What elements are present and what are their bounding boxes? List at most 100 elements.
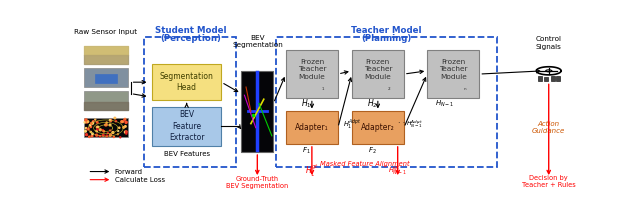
FancyBboxPatch shape — [152, 107, 221, 146]
Point — [120, 125, 131, 128]
Point — [81, 118, 91, 122]
Point — [84, 135, 95, 138]
Point — [121, 130, 131, 133]
FancyBboxPatch shape — [352, 50, 404, 98]
Text: Teacher Model: Teacher Model — [351, 26, 422, 35]
Point — [92, 121, 102, 124]
Point — [93, 125, 103, 128]
Text: Action
Guidance: Action Guidance — [532, 121, 565, 134]
FancyBboxPatch shape — [95, 74, 116, 83]
Point — [120, 130, 131, 134]
FancyBboxPatch shape — [84, 118, 127, 137]
Point — [113, 129, 124, 133]
Text: Raw Sensor Input: Raw Sensor Input — [74, 29, 138, 35]
Point — [98, 129, 108, 132]
Text: Ground-Truth
BEV Segmentation: Ground-Truth BEV Segmentation — [226, 176, 289, 189]
Text: $H_2$: $H_2$ — [367, 98, 377, 110]
Point — [121, 121, 131, 124]
Point — [118, 126, 129, 129]
Point — [106, 119, 116, 122]
Point — [86, 125, 96, 128]
FancyBboxPatch shape — [152, 64, 221, 100]
Point — [111, 119, 121, 123]
Point — [113, 133, 123, 136]
FancyBboxPatch shape — [241, 71, 273, 152]
Point — [88, 132, 98, 135]
FancyBboxPatch shape — [544, 77, 548, 81]
Point — [119, 119, 129, 122]
Text: Decision by
Teacher + Rules: Decision by Teacher + Rules — [522, 175, 575, 188]
Text: (Perception): (Perception) — [160, 34, 221, 43]
Point — [102, 134, 112, 138]
FancyBboxPatch shape — [84, 68, 127, 87]
Text: . . . . .: . . . . . — [398, 116, 420, 125]
Text: Forward: Forward — [115, 169, 143, 174]
Text: ₙ: ₙ — [463, 85, 466, 91]
Text: BEV Features: BEV Features — [164, 151, 210, 157]
FancyBboxPatch shape — [286, 111, 338, 144]
FancyBboxPatch shape — [84, 46, 127, 64]
Point — [81, 126, 91, 130]
Point — [92, 129, 102, 133]
FancyBboxPatch shape — [352, 111, 404, 144]
Text: BEV
Feature
Extractor: BEV Feature Extractor — [169, 110, 204, 142]
Point — [87, 122, 97, 125]
Point — [86, 130, 96, 134]
Point — [114, 126, 124, 129]
Point — [87, 122, 97, 125]
FancyBboxPatch shape — [84, 91, 127, 110]
Point — [105, 129, 115, 132]
Point — [81, 133, 92, 136]
Point — [88, 120, 99, 123]
Point — [109, 135, 119, 139]
FancyBboxPatch shape — [538, 76, 542, 81]
Text: $H_{N-1}^{gt}$: $H_{N-1}^{gt}$ — [388, 164, 407, 177]
Point — [100, 123, 111, 127]
Text: Control
Signals: Control Signals — [536, 37, 562, 50]
Text: $H_{N-1}$: $H_{N-1}$ — [435, 99, 454, 109]
Text: ₁: ₁ — [322, 85, 324, 91]
FancyBboxPatch shape — [556, 76, 559, 81]
FancyBboxPatch shape — [428, 50, 479, 98]
Point — [98, 134, 108, 137]
Point — [105, 134, 115, 138]
Text: Adapter₁: Adapter₁ — [295, 123, 329, 132]
Point — [121, 132, 131, 135]
Text: Student Model: Student Model — [155, 26, 226, 35]
Point — [116, 120, 127, 123]
Text: Segmentation
Head: Segmentation Head — [160, 72, 214, 92]
Point — [105, 123, 115, 127]
Point — [99, 130, 109, 133]
Point — [106, 133, 116, 137]
Text: $H_{N-1}^{Adpt}$: $H_{N-1}^{Adpt}$ — [406, 119, 424, 130]
Point — [86, 122, 97, 125]
Point — [90, 118, 100, 121]
Text: $H_1^{Adpt}$: $H_1^{Adpt}$ — [343, 118, 362, 131]
Point — [92, 134, 102, 137]
Point — [102, 121, 112, 124]
Point — [92, 128, 102, 131]
Point — [87, 134, 97, 138]
FancyBboxPatch shape — [286, 50, 338, 98]
Text: (Planning): (Planning) — [361, 34, 412, 43]
Text: Frozen
Teacher
Module: Frozen Teacher Module — [439, 59, 467, 80]
Point — [105, 118, 115, 122]
Point — [80, 120, 90, 124]
Point — [85, 123, 95, 127]
Point — [81, 130, 91, 133]
Point — [83, 120, 93, 123]
Text: Adapter₂: Adapter₂ — [361, 123, 395, 132]
Text: $F_1$: $F_1$ — [301, 145, 310, 156]
Text: Calculate Loss: Calculate Loss — [115, 177, 165, 183]
Text: Frozen
Teacher
Module: Frozen Teacher Module — [298, 59, 326, 80]
Point — [83, 127, 93, 131]
Text: $H_1$: $H_1$ — [301, 98, 311, 110]
Point — [95, 134, 105, 138]
Text: $F_2$: $F_2$ — [367, 145, 376, 156]
Text: Frozen
Teacher
Module: Frozen Teacher Module — [364, 59, 392, 80]
Point — [109, 116, 120, 120]
Text: BEV
Segmentation: BEV Segmentation — [232, 35, 283, 48]
Point — [95, 128, 106, 131]
Point — [92, 126, 102, 129]
Point — [108, 131, 118, 134]
